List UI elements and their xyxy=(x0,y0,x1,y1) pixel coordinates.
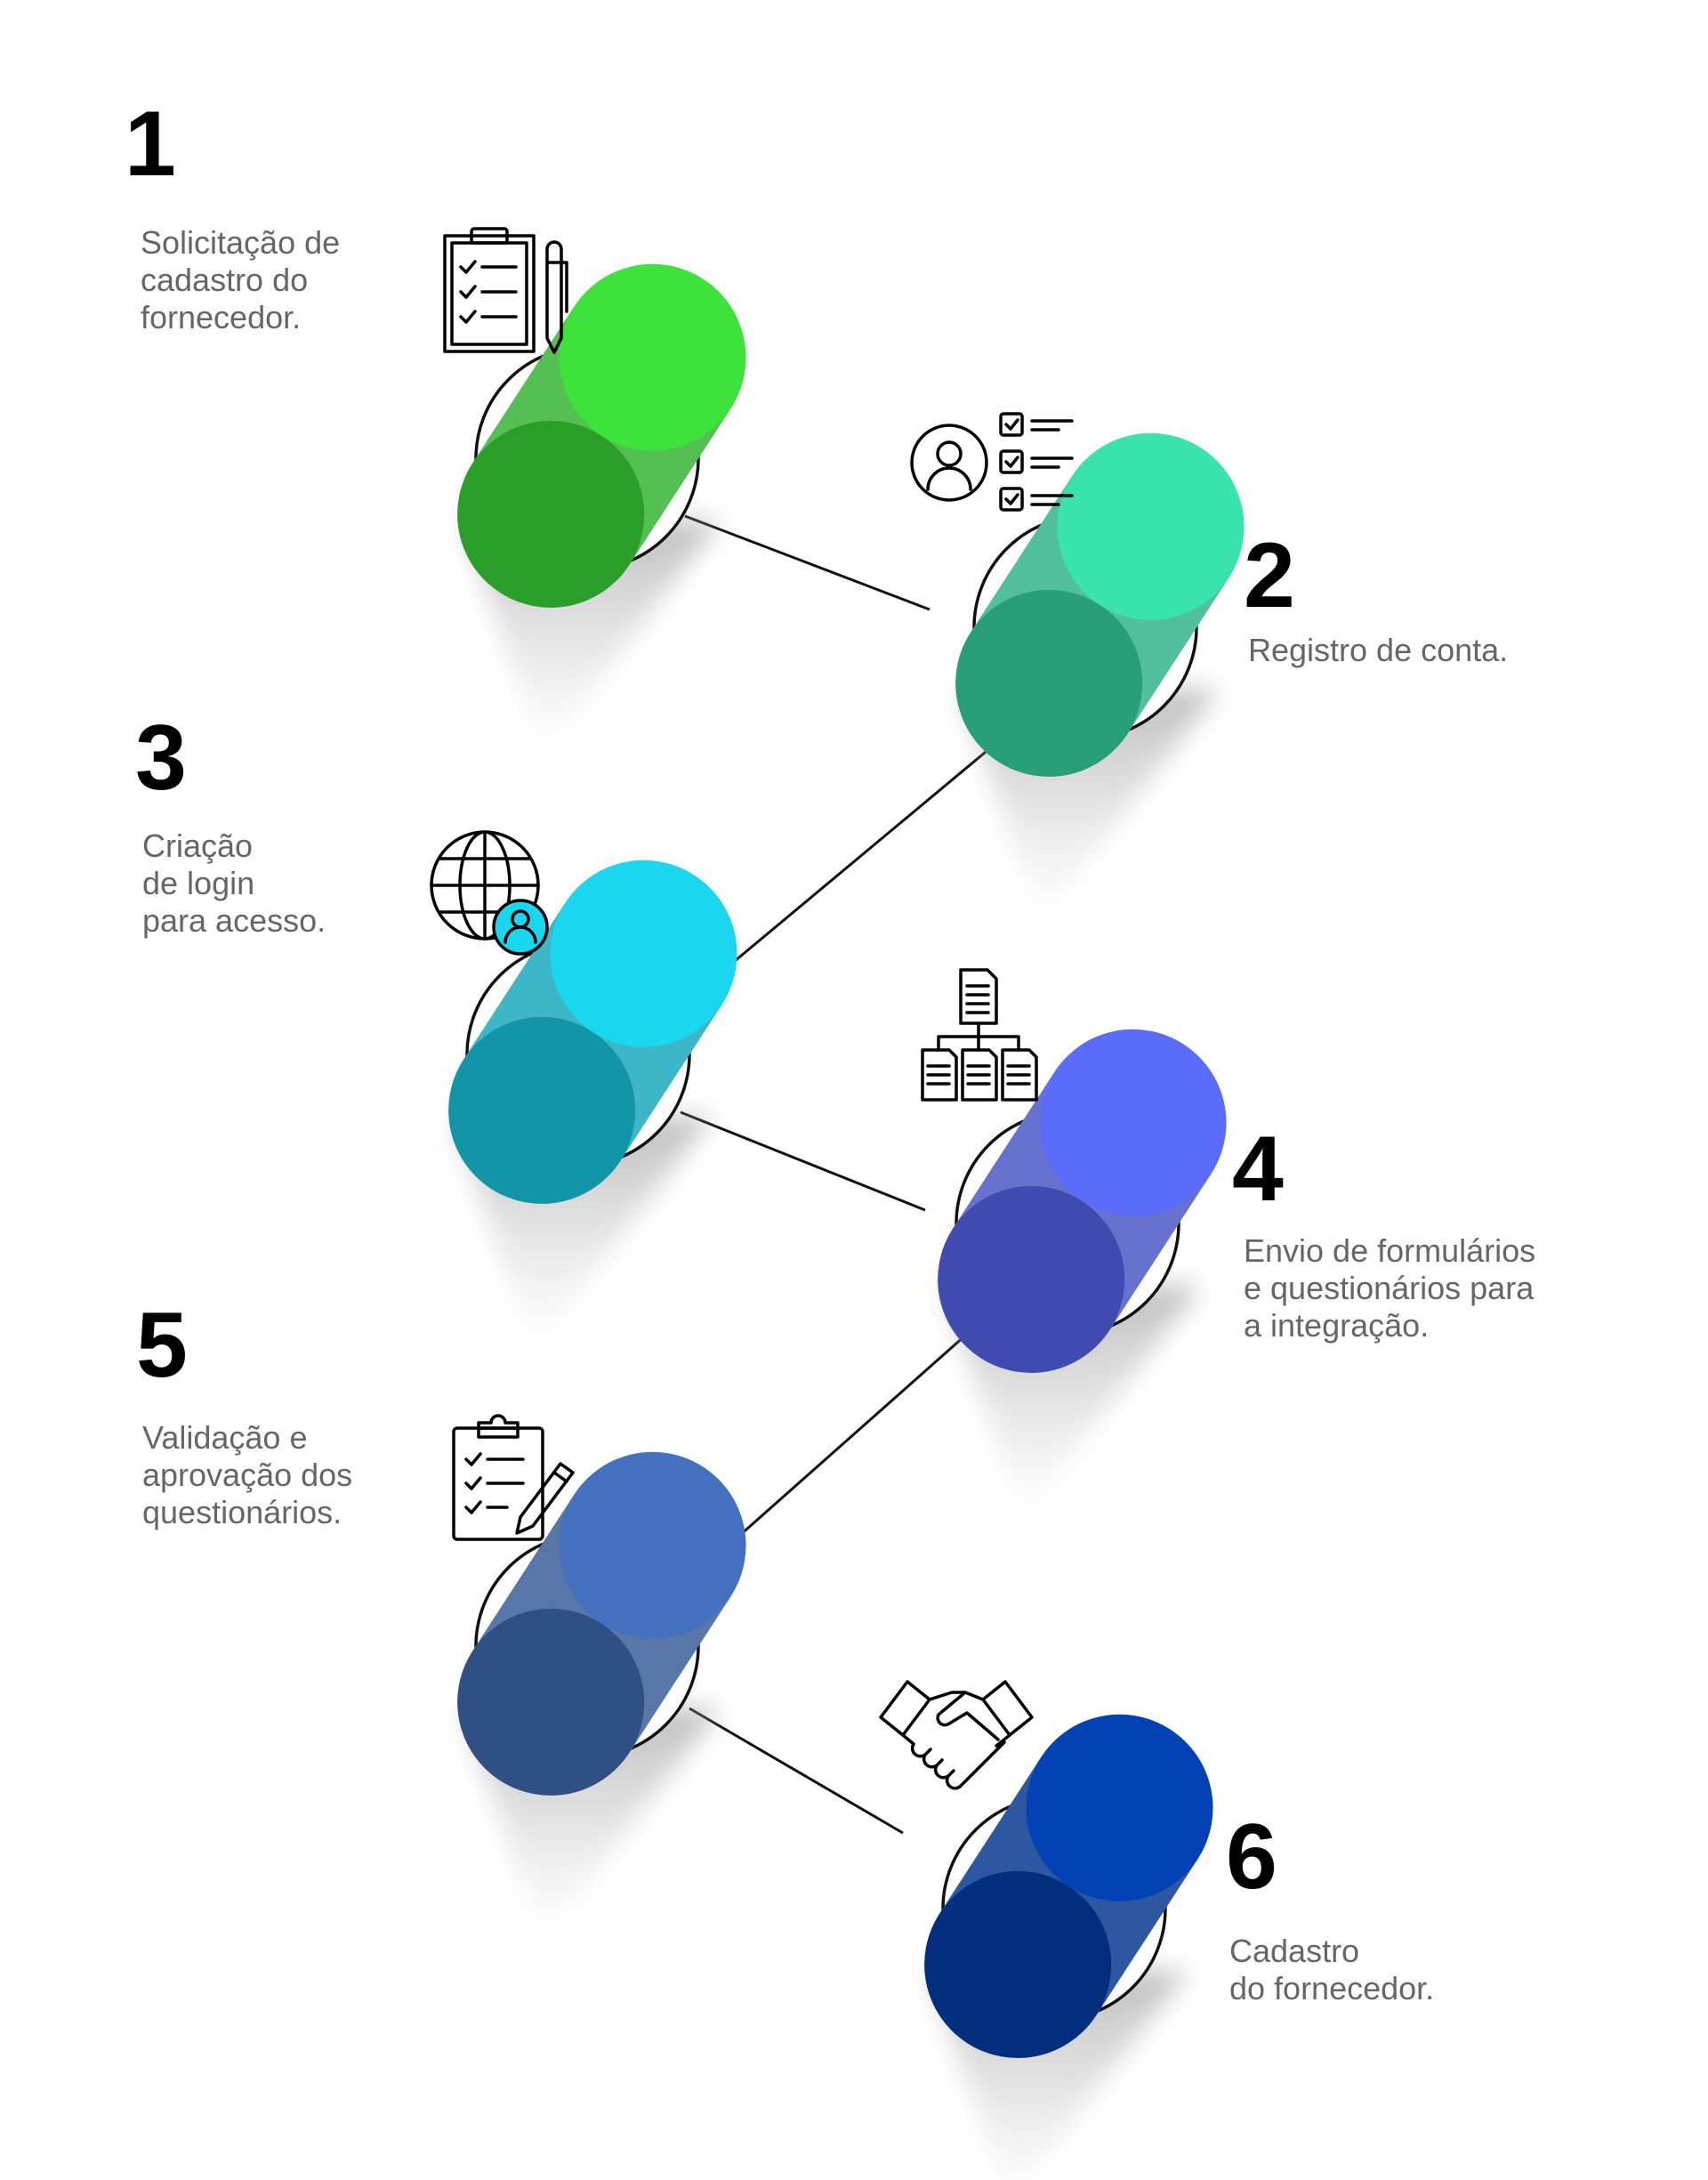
step-5-number: 5 xyxy=(136,1294,188,1397)
connector-1-2 xyxy=(684,514,931,611)
step-3-number: 3 xyxy=(135,706,187,810)
step-2-number: 2 xyxy=(1244,524,1295,627)
globe-user-icon xyxy=(430,830,549,956)
step-2-node xyxy=(910,412,1245,921)
step-3-description: Criação de login para acesso. xyxy=(142,828,326,939)
step-6-number: 6 xyxy=(1226,1805,1277,1909)
step-4-node xyxy=(921,968,1227,1517)
user-checklist-icon xyxy=(910,412,1074,512)
clipboard-checklist-pencil-icon xyxy=(443,227,568,354)
connector-5-6 xyxy=(689,1707,904,1835)
step-1-number: 1 xyxy=(125,93,176,196)
step-4-description: Envio de formulários e questionários par… xyxy=(1244,1232,1536,1344)
step-4-number: 4 xyxy=(1232,1118,1284,1221)
handshake-icon xyxy=(879,1680,1034,1790)
step-3-node xyxy=(430,830,737,1348)
clipboard-pen-icon xyxy=(452,1414,575,1541)
step-2-description: Registro de conta. xyxy=(1248,632,1509,668)
step-6-description: Cadastro do fornecedor. xyxy=(1229,1933,1435,2006)
step-1-node xyxy=(443,227,746,752)
step-5-node xyxy=(452,1414,746,1940)
step-6-node xyxy=(879,1680,1213,2180)
step-5-description: Validação e aprovação dos questionários. xyxy=(142,1419,353,1530)
step-1-description: Solicitação de cadastro do fornecedor. xyxy=(141,224,341,335)
connector-3-4 xyxy=(680,1110,926,1212)
document-hierarchy-icon xyxy=(921,968,1038,1102)
